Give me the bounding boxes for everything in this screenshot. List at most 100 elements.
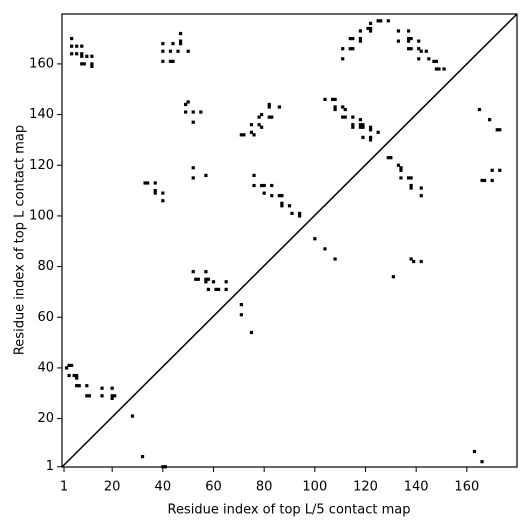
contact-point [110,386,114,390]
contact-point [348,47,352,51]
contact-point [171,42,175,46]
contact-point [199,110,203,114]
x-tick-label: 1 [60,480,68,495]
contact-point [161,42,165,46]
contact-point [409,257,413,261]
contact-point [412,259,416,264]
contact-point [351,47,355,51]
contact-point [419,186,423,190]
contact-point [396,163,401,167]
contact-point [267,105,271,109]
contact-point [298,211,302,215]
contact-point [427,57,431,61]
contact-point [257,115,261,119]
contact-point [204,173,208,177]
contact-point [270,115,274,119]
contact-point [409,47,413,51]
contact-point [277,194,281,198]
contact-point [498,168,502,172]
contact-point [130,414,135,418]
contact-point [280,194,284,198]
contact-point [140,455,145,459]
contact-point [206,287,211,291]
contact-point [153,191,157,195]
contact-point [409,183,413,188]
contact-point [396,29,401,33]
contact-point [270,183,274,188]
contact-point [204,277,208,281]
contact-point [262,183,266,188]
contact-point [358,36,363,41]
contact-point [343,115,347,119]
contact-point [85,384,89,388]
contact-point [67,373,71,378]
y-tick-label: 140 [29,107,54,122]
contact-point [406,176,411,180]
contact-point [333,105,337,109]
contact-point [75,52,79,56]
contact-point [100,394,104,398]
contact-point [252,183,256,188]
contact-point [351,36,355,41]
y-tick-label: 20 [37,411,54,426]
contact-point [399,168,403,172]
contact-point [376,130,380,134]
contact-point [87,394,91,398]
contact-point [80,62,84,66]
contact-point [406,29,411,33]
contact-point [257,123,261,127]
contact-point [252,133,256,137]
contact-point [290,211,294,215]
contact-point [143,181,147,185]
x-tick-label: 40 [155,480,172,495]
contact-point [110,394,114,398]
contact-point [211,280,216,284]
contact-point [406,47,411,51]
contact-point [406,36,411,41]
contact-point [379,19,383,23]
contact-point [341,105,345,109]
contact-point [72,373,76,378]
contact-point [368,138,373,142]
contact-point [417,47,421,51]
contact-point [161,191,165,195]
contact-point [399,166,403,170]
contact-point [434,67,439,71]
contact-point [366,26,370,31]
contact-point [424,49,428,53]
contact-point [358,125,363,129]
contact-point [490,168,494,172]
contact-point [341,57,345,61]
contact-point [389,156,393,160]
contact-point [153,188,157,193]
contact-point [399,176,403,180]
contact-point [70,36,74,41]
contact-point [113,394,117,398]
contact-point [396,39,401,43]
contact-point [260,125,264,129]
contact-point [146,181,150,185]
contact-point [184,102,188,107]
contact-point [239,313,243,317]
contact-point [482,178,487,183]
contact-point [477,107,482,112]
y-tick-label: 160 [29,56,54,71]
x-tick-label: 80 [256,480,273,495]
contact-point [75,376,79,380]
contact-point [391,275,395,279]
contact-point [191,270,195,274]
contact-point [75,373,79,378]
contact-point [178,39,183,43]
x-tick-label: 100 [302,480,327,495]
contact-point [90,54,94,58]
contact-point [368,128,373,132]
contact-point [409,176,413,180]
contact-point [186,100,190,104]
contact-point [85,394,89,398]
contact-point [351,125,355,129]
contact-point [351,115,355,119]
plot-frame [61,13,518,468]
contact-point [82,62,86,66]
contact-point [100,386,104,390]
